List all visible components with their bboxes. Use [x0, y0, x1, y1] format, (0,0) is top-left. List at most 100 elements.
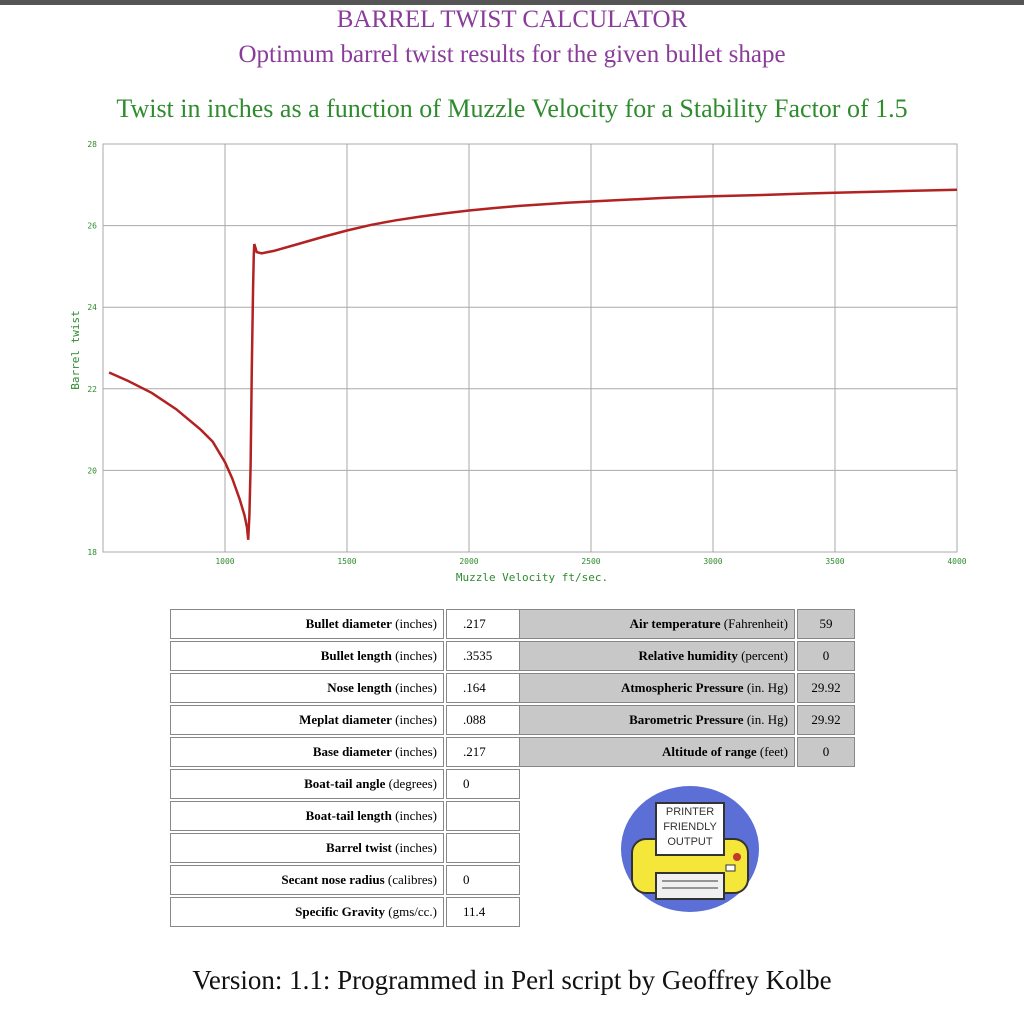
y-tick-label: 22	[87, 385, 97, 394]
param-name: Bullet diameter	[305, 616, 392, 631]
param-name: Secant nose radius	[281, 872, 385, 887]
bullet-params-table: Bullet diameter (inches) .217 Bullet lengt…	[168, 607, 522, 929]
param-label: Boat-tail length (inches)	[170, 801, 444, 831]
param-name: Base diameter	[312, 744, 392, 759]
printer-icon: PRINTER FRIENDLY OUTPUT	[621, 786, 759, 912]
param-label: Bullet diameter (inches)	[170, 609, 444, 639]
chart-grid	[102, 143, 958, 553]
param-name: Boat-tail length	[305, 808, 392, 823]
top-border	[0, 0, 1024, 5]
param-name: Bullet length	[320, 648, 392, 663]
param-label: Atmospheric Pressure (in. Hg)	[519, 673, 795, 703]
printer-line-1: PRINTER	[666, 806, 714, 818]
x-axis-label: Muzzle Velocity ft/sec.	[456, 571, 608, 584]
param-name: Boat-tail angle	[304, 776, 386, 791]
param-unit: (gms/cc.)	[388, 904, 437, 919]
param-unit: (inches)	[395, 616, 437, 631]
page-subtitle: Optimum barrel twist results for the giv…	[238, 41, 786, 68]
y-tick-label: 24	[87, 303, 97, 312]
x-tick-labels: 1000 1500 2000 2500 3000 3500 4000	[215, 557, 966, 566]
param-name: Barometric Pressure	[629, 712, 744, 727]
printer-friendly-button[interactable]: PRINTER FRIENDLY OUTPUT	[620, 785, 760, 913]
param-unit: (inches)	[395, 648, 437, 663]
param-label: Nose length (inches)	[170, 673, 444, 703]
y-tick-labels: 18 20 22 24 26 28	[87, 140, 97, 557]
param-name: Relative humidity	[638, 648, 738, 663]
param-label: Barrel twist (inches)	[170, 833, 444, 863]
param-name: Barrel twist	[326, 840, 392, 855]
y-tick-label: 28	[87, 140, 97, 149]
param-unit: (inches)	[395, 808, 437, 823]
x-tick-label: 2000	[459, 557, 478, 566]
param-label: Barometric Pressure (in. Hg)	[519, 705, 795, 735]
param-label: Specific Gravity (gms/cc.)	[170, 897, 444, 927]
param-row: Meplat diameter (inches) .088	[170, 705, 520, 735]
param-label: Base diameter (inches)	[170, 737, 444, 767]
param-label: Bullet length (inches)	[170, 641, 444, 671]
page-title: BARREL TWIST CALCULATOR	[336, 6, 688, 33]
param-label: Meplat diameter (inches)	[170, 705, 444, 735]
param-label: Air temperature (Fahrenheit)	[519, 609, 795, 639]
param-unit: (percent)	[741, 648, 788, 663]
param-row: Boat-tail angle (degrees) 0	[170, 769, 520, 799]
param-name: Atmospheric Pressure	[620, 680, 744, 695]
printer-line-3: OUTPUT	[667, 836, 713, 848]
param-value: .217	[446, 609, 520, 639]
y-tick-label: 20	[87, 466, 97, 475]
param-label: Relative humidity (percent)	[519, 641, 795, 671]
x-tick-label: 3500	[825, 557, 844, 566]
param-name: Meplat diameter	[299, 712, 392, 727]
param-row: Bullet diameter (inches) .217	[170, 609, 520, 639]
param-unit: (in. Hg)	[746, 680, 788, 695]
param-name: Air temperature	[629, 616, 721, 631]
param-row: Secant nose radius (calibres) 0	[170, 865, 520, 895]
param-row: Boat-tail length (inches)	[170, 801, 520, 831]
twist-chart: 18 20 22 24 26 28 1000 1500 2000 2500 3000 3500 400…	[69, 140, 967, 584]
param-value: 11.4	[446, 897, 520, 927]
param-row: Air temperature (Fahrenheit) 59	[519, 609, 855, 639]
param-row: Barrel twist (inches)	[170, 833, 520, 863]
param-label: Altitude of range (feet)	[519, 737, 795, 767]
param-unit: (inches)	[395, 840, 437, 855]
param-row: Specific Gravity (gms/cc.) 11.4	[170, 897, 520, 927]
param-value	[446, 801, 520, 831]
param-value: .217	[446, 737, 520, 767]
param-row: Atmospheric Pressure (in. Hg) 29.92	[519, 673, 855, 703]
param-unit: (feet)	[759, 744, 788, 759]
param-unit: (in. Hg)	[746, 712, 788, 727]
param-value: .088	[446, 705, 520, 735]
y-tick-label: 18	[87, 548, 97, 557]
param-value: 0	[446, 865, 520, 895]
param-value: 0	[797, 641, 855, 671]
chart-title: Twist in inches as a function of Muzzle …	[116, 94, 908, 123]
param-row: Barometric Pressure (in. Hg) 29.92	[519, 705, 855, 735]
param-unit: (inches)	[395, 680, 437, 695]
param-unit: (inches)	[395, 744, 437, 759]
param-name: Nose length	[327, 680, 392, 695]
param-value: 0	[446, 769, 520, 799]
param-row: Nose length (inches) .164	[170, 673, 520, 703]
printer-line-2: FRIENDLY	[663, 821, 717, 833]
param-unit: (calibres)	[387, 872, 437, 887]
param-value: 29.92	[797, 705, 855, 735]
param-label: Boat-tail angle (degrees)	[170, 769, 444, 799]
atmosphere-params-table: Air temperature (Fahrenheit) 59 Relative h…	[517, 607, 857, 769]
version-footer: Version: 1.1: Programmed in Perl script …	[192, 965, 832, 995]
y-axis-label: Barrel twist	[69, 310, 82, 389]
param-label: Secant nose radius (calibres)	[170, 865, 444, 895]
x-tick-label: 1000	[215, 557, 234, 566]
param-value: 29.92	[797, 673, 855, 703]
param-unit: (Fahrenheit)	[723, 616, 788, 631]
param-unit: (degrees)	[388, 776, 437, 791]
param-value	[446, 833, 520, 863]
x-tick-label: 4000	[947, 557, 966, 566]
param-value: 0	[797, 737, 855, 767]
param-row: Relative humidity (percent) 0	[519, 641, 855, 671]
param-row: Base diameter (inches) .217	[170, 737, 520, 767]
x-tick-label: 2500	[581, 557, 600, 566]
x-tick-label: 1500	[337, 557, 356, 566]
param-name: Specific Gravity	[295, 904, 386, 919]
x-tick-label: 3000	[703, 557, 722, 566]
param-value: 59	[797, 609, 855, 639]
param-unit: (inches)	[395, 712, 437, 727]
